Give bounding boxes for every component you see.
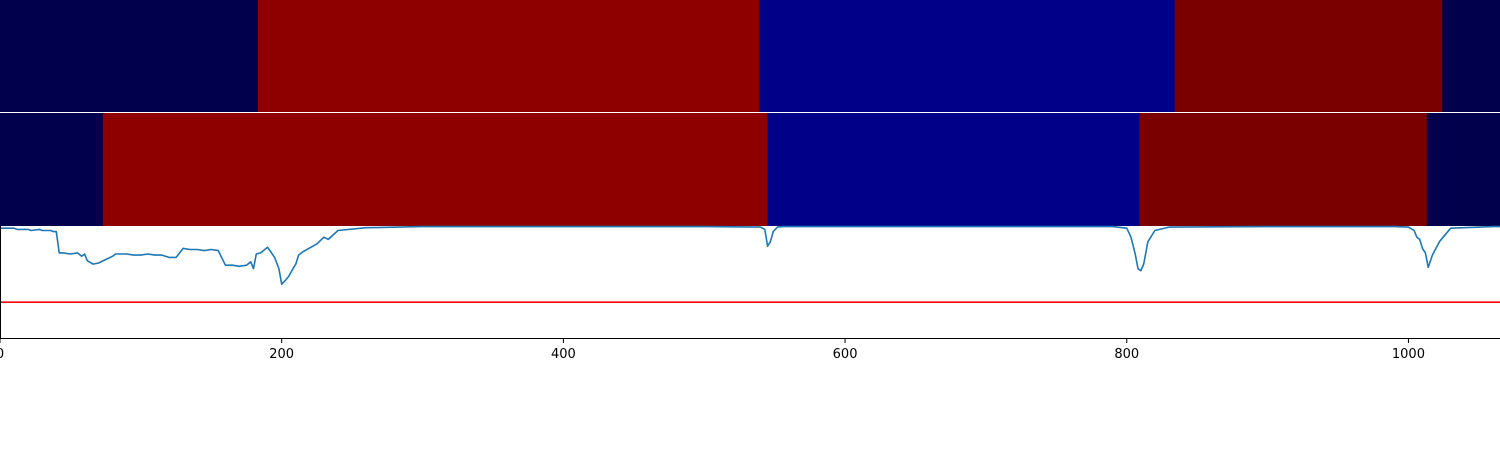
heatmap-bottom-segment	[1139, 113, 1428, 226]
heatmap-bottom-segment	[767, 113, 1140, 226]
heatmap-top-segment	[0, 0, 259, 112]
x-tick-label: 800	[1114, 347, 1139, 362]
heatmap-top-segment	[1442, 0, 1500, 112]
heatmap-bottom-segment	[1426, 113, 1500, 226]
heatmap-top-panel	[0, 0, 1500, 112]
x-tick-label: 200	[269, 347, 294, 362]
x-axis-ticks: 0 200 400 600 800 1000	[0, 338, 1425, 362]
x-tick-label: 0	[0, 347, 4, 362]
x-tick-label: 1000	[1392, 347, 1425, 362]
heatmap-top-segment	[759, 0, 1176, 112]
x-tick-label: 400	[551, 347, 576, 362]
line-panel: 0 200 400 600 800 1000	[0, 225, 1500, 362]
heatmap-bottom-segment	[102, 113, 769, 226]
heatmap-bottom-panel	[0, 113, 1500, 226]
x-tick-label: 600	[833, 347, 858, 362]
heatmap-bottom-segment	[0, 113, 104, 226]
series-line	[0, 225, 1500, 285]
heatmap-top-segment	[257, 0, 760, 112]
heatmap-top-segment	[1174, 0, 1443, 112]
